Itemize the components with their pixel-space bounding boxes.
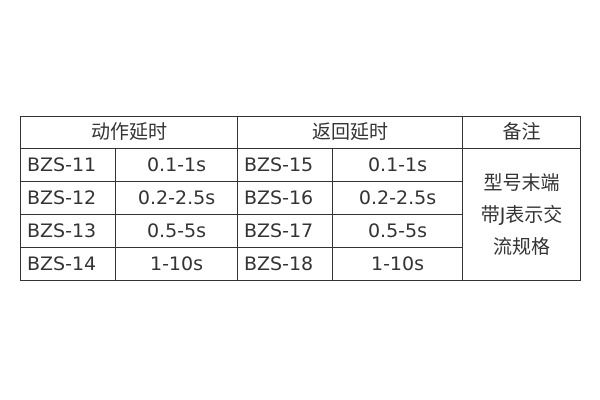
note-line: 带J表示交	[480, 203, 563, 226]
ret-model: BZS-16	[237, 181, 333, 215]
header-remarks: 备注	[462, 116, 581, 149]
op-range: 1-10s	[115, 247, 238, 281]
table-row: BZS-14 1-10s BZS-18 1-10s	[20, 247, 581, 281]
header-operate-delay: 动作延时	[20, 116, 238, 149]
ret-model: BZS-15	[237, 148, 333, 182]
ret-range: 0.1-1s	[332, 148, 463, 182]
op-range: 0.2-2.5s	[115, 181, 238, 215]
ret-range: 1-10s	[332, 247, 463, 281]
delay-spec-table: 动作延时 返回延时 备注 BZS-11 0.1-1s BZS-15 0.1-1s…	[20, 116, 581, 281]
ret-range: 0.2-2.5s	[332, 181, 463, 215]
note-line: 流规格	[492, 235, 550, 258]
op-model: BZS-12	[20, 181, 116, 215]
header-row: 动作延时 返回延时 备注	[20, 116, 581, 149]
note-line: 型号末端	[483, 171, 560, 194]
ret-model: BZS-18	[237, 247, 333, 281]
op-model: BZS-11	[20, 148, 116, 182]
table-row: BZS-12 0.2-2.5s BZS-16 0.2-2.5s	[20, 181, 581, 215]
ret-model: BZS-17	[237, 214, 333, 248]
op-range: 0.1-1s	[115, 148, 238, 182]
ret-range: 0.5-5s	[332, 214, 463, 248]
table-row: BZS-11 0.1-1s BZS-15 0.1-1s 型号末端 带J表示交 流…	[20, 148, 581, 281]
table-row: BZS-13 0.5-5s BZS-17 0.5-5s	[20, 214, 581, 248]
op-model: BZS-13	[20, 214, 116, 248]
op-range: 0.5-5s	[115, 214, 238, 248]
remarks-cell: 型号末端 带J表示交 流规格	[462, 148, 581, 281]
header-return-delay: 返回延时	[237, 116, 463, 149]
op-model: BZS-14	[20, 247, 116, 281]
